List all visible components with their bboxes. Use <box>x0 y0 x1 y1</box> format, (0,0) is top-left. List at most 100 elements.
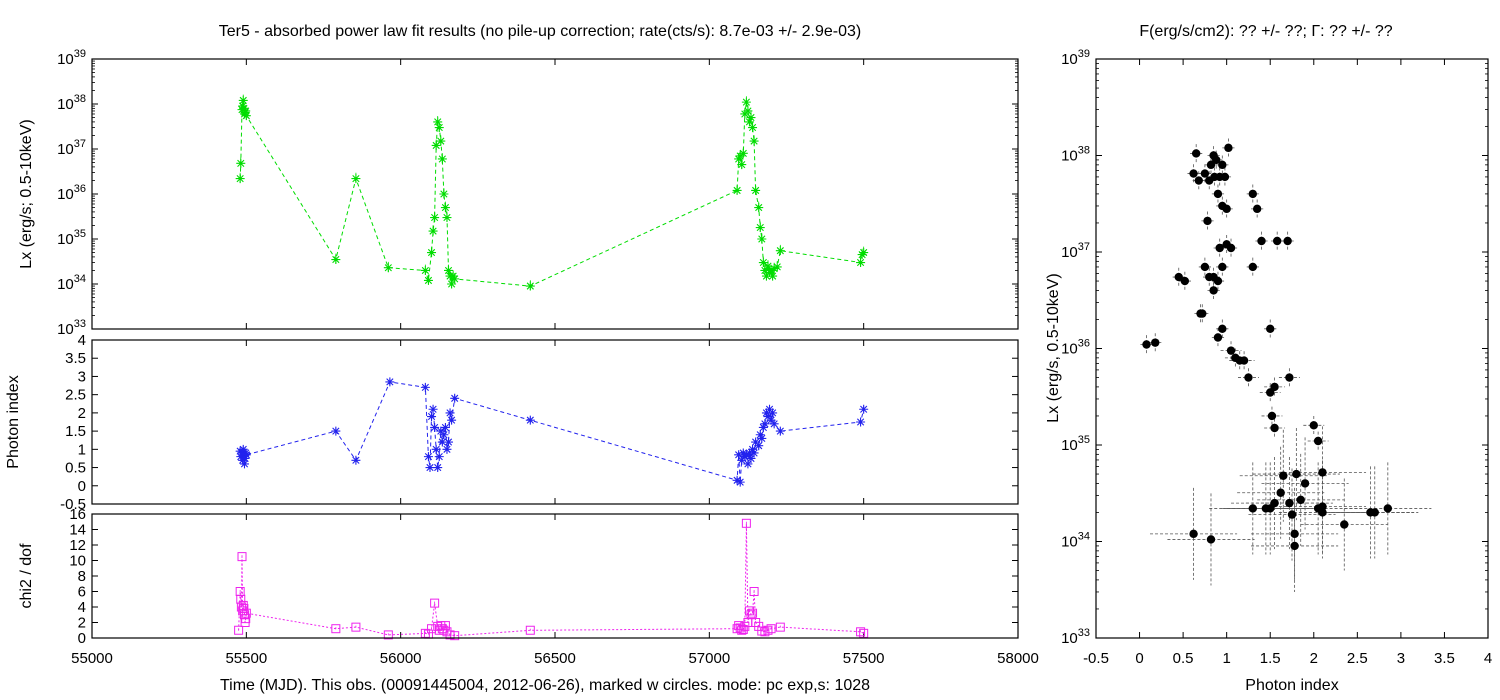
photon-ytick-label-6: 2.5 <box>65 387 86 404</box>
scatter-point-46 <box>1309 421 1318 430</box>
scatter-point-1 <box>1151 338 1160 347</box>
photon-point-58 <box>859 404 869 414</box>
chi2-xtick-label-1: 55500 <box>225 650 267 667</box>
lx-point-56 <box>772 262 782 272</box>
photon-ytick-label-2: 0.5 <box>65 460 86 477</box>
lx-point-41 <box>746 113 756 123</box>
photon-point-13 <box>420 382 430 392</box>
lx-ytick-label-6: 1039 <box>57 48 86 68</box>
lx-point-50 <box>761 271 771 281</box>
lx-point-14 <box>423 275 433 285</box>
scatter-point-31 <box>1252 204 1262 214</box>
lx-point-31 <box>525 281 535 291</box>
photon-time-panel: -0.500.5 11.522.5 33.54 Photon index <box>5 332 1019 513</box>
lx-point-13 <box>420 265 430 275</box>
chi2-point-47 <box>775 622 785 632</box>
lx-point-22 <box>437 154 447 164</box>
chi2-point-12 <box>331 624 341 634</box>
chi2-point-31 <box>735 623 745 633</box>
chi2-point-49 <box>859 628 869 638</box>
time-xlabel: Time (MJD). This obs. (00091445004, 2012… <box>220 677 870 694</box>
photon-ytick-label-5: 2 <box>78 405 86 422</box>
scatter-point-43 <box>1266 324 1275 334</box>
photon-point-38 <box>741 450 751 460</box>
chi2-point-18 <box>430 598 440 608</box>
scatter-ytick-label-3: 1036 <box>1061 338 1090 358</box>
scatter-point-15 <box>1213 189 1223 199</box>
photon-point-12 <box>385 377 395 387</box>
scatter-xtick-label-7: 3 <box>1397 650 1405 667</box>
lx-point-58 <box>856 258 866 268</box>
lx-point-16 <box>428 226 438 236</box>
photon-point-10 <box>331 426 341 436</box>
photon-point-40 <box>744 448 754 458</box>
lx-point-49 <box>760 265 770 275</box>
chi2-time-frame <box>91 513 1019 639</box>
scatter-point-38 <box>1248 262 1258 272</box>
lx-point-23 <box>439 189 449 199</box>
scatter-point-37 <box>1244 373 1253 382</box>
chi2-point-26 <box>445 630 455 640</box>
scatter-xtick-label-9: 4 <box>1484 650 1492 667</box>
scatter-xlabel: Photon index <box>1245 677 1338 694</box>
scatter-point-44 <box>1272 236 1282 246</box>
photon-point-53 <box>766 415 776 425</box>
scatter-point-17 <box>1218 160 1227 170</box>
chi2-point-11 <box>241 608 251 618</box>
photon-point-16 <box>427 412 437 422</box>
photon-point-27 <box>444 437 454 447</box>
lx-point-4 <box>238 95 248 105</box>
lx-point-17 <box>430 213 440 223</box>
scatter-point-47 <box>1313 436 1323 446</box>
scatter-point-18 <box>1220 172 1230 182</box>
photon-point-22 <box>436 426 446 436</box>
photon-point-42 <box>748 444 758 454</box>
lx-point-21 <box>436 136 446 146</box>
lx-point-30 <box>450 274 460 284</box>
lx-point-47 <box>757 234 767 244</box>
photon-ytick-label-4: 1.5 <box>65 423 86 440</box>
right-chart-title: F(erg/s/cm2): ?? +/- ??; Γ: ?? +/- ?? <box>1139 23 1392 40</box>
chi2-ytick-label-7: 14 <box>69 522 86 539</box>
lx-point-26 <box>444 265 454 275</box>
scatter-point-23 <box>1218 324 1227 334</box>
photon-point-18 <box>430 422 440 432</box>
scatter-point-7 <box>1198 309 1207 318</box>
lx-point-9 <box>241 111 251 121</box>
scatter-point-14 <box>1212 155 1221 165</box>
scatter-point-40 <box>1270 382 1279 392</box>
chi2-point-45 <box>763 625 773 635</box>
scatter-point-60 <box>1287 510 1297 519</box>
chi2-point-42 <box>754 621 764 631</box>
photon-point-54 <box>768 408 778 418</box>
lx-point-12 <box>383 263 393 273</box>
chi2-xtick-label-5: 57500 <box>843 650 885 667</box>
scatter-point-25 <box>1200 169 1210 178</box>
photon-ytick-label-9: 4 <box>78 332 86 349</box>
photon-point-21 <box>434 452 444 462</box>
lx-ytick-label-3: 1036 <box>57 183 86 203</box>
scatter-point-3 <box>1180 276 1190 286</box>
chi2-point-14 <box>383 630 393 640</box>
chi2-point-35 <box>741 518 751 528</box>
scatter-point-64 <box>1383 504 1393 513</box>
lx-point-33 <box>734 154 744 164</box>
scatter-point-67 <box>1189 529 1198 539</box>
chi2-xtick-label-4: 57000 <box>688 650 730 667</box>
lx-point-39 <box>743 106 753 116</box>
photon-point-34 <box>735 477 745 487</box>
lx-ytick-label-0: 1033 <box>57 318 86 338</box>
photon-point-31 <box>525 415 535 425</box>
lx-point-29 <box>448 271 458 281</box>
photon-point-55 <box>769 419 779 429</box>
photon-point-50 <box>761 408 771 418</box>
photon-point-46 <box>755 430 765 440</box>
photon-ytick-label-3: 1 <box>78 441 86 458</box>
lx-point-48 <box>758 258 768 268</box>
lx-point-36 <box>738 148 748 158</box>
photon-point-19 <box>431 444 441 454</box>
scatter-ytick-label-6: 1039 <box>1061 48 1090 68</box>
photon-time-ylabel: Photon index <box>5 375 22 468</box>
scatter-point-8 <box>1200 262 1210 272</box>
chi2-point-27 <box>450 631 460 641</box>
